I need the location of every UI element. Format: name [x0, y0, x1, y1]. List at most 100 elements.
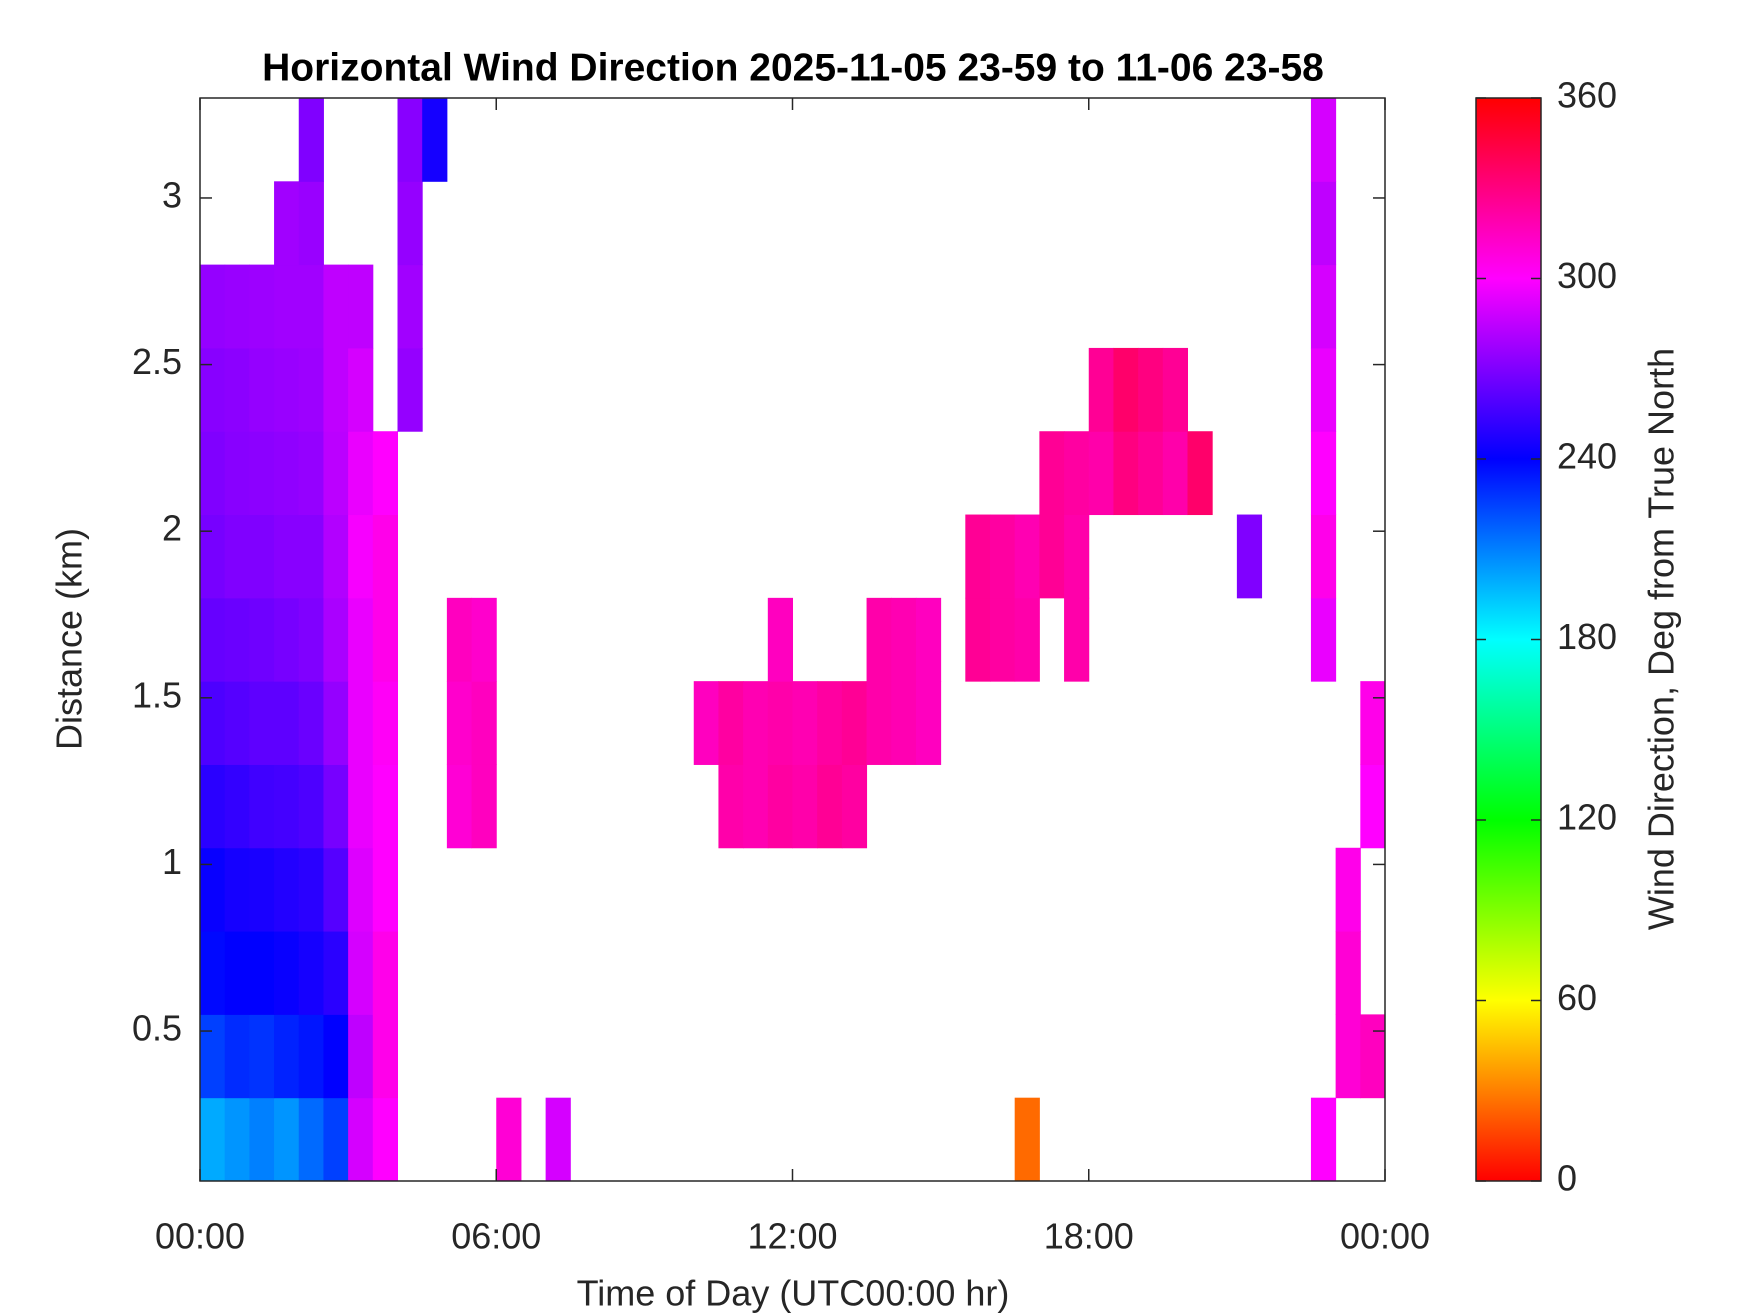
- heatmap-cell: [224, 431, 250, 516]
- heatmap-cell: [249, 764, 275, 849]
- heatmap-cell: [718, 681, 744, 765]
- heatmap-cell: [792, 681, 818, 765]
- heatmap-cell: [224, 514, 250, 599]
- x-tick-label: 06:00: [451, 1216, 541, 1257]
- heatmap-cell: [224, 347, 250, 432]
- heatmap-cell: [446, 681, 473, 765]
- heatmap-cell: [298, 98, 324, 182]
- heatmap-cell: [323, 681, 349, 765]
- heatmap-cell: [348, 1014, 374, 1099]
- heatmap-cell: [841, 764, 868, 849]
- heatmap-cell: [693, 681, 719, 765]
- heatmap-cell: [1360, 681, 1386, 765]
- y-axis-label: Distance (km): [49, 528, 90, 750]
- heatmap-cell: [891, 597, 917, 682]
- heatmap-cell: [545, 1097, 571, 1182]
- heatmap-cell: [298, 597, 324, 682]
- heatmap-cell: [990, 514, 1016, 599]
- heatmap-cell: [323, 931, 349, 1015]
- heatmap-cell: [224, 681, 250, 765]
- heatmap-cell: [298, 1014, 324, 1099]
- colorbar-label: Wind Direction, Deg from True North: [1641, 348, 1682, 930]
- heatmap-cell: [1064, 597, 1090, 682]
- colorbar: [1475, 97, 1542, 1182]
- heatmap-cell: [249, 681, 275, 765]
- heatmap-cell: [274, 597, 300, 682]
- heatmap-cell: [200, 264, 226, 349]
- heatmap-cell: [372, 847, 398, 932]
- heatmap-cell: [323, 764, 349, 849]
- heatmap-cell: [224, 264, 250, 349]
- heatmap-cell: [891, 681, 917, 765]
- heatmap-cell: [372, 931, 398, 1015]
- heatmap-cell: [249, 431, 275, 516]
- colorbar-tick-label: 60: [1557, 977, 1597, 1018]
- heatmap-cell: [298, 264, 324, 349]
- heatmap-cell: [298, 931, 324, 1015]
- heatmap-cell: [298, 847, 324, 932]
- heatmap-cell: [200, 1097, 226, 1182]
- heatmap-cell: [1335, 931, 1361, 1015]
- x-tick-label: 00:00: [155, 1216, 245, 1257]
- x-tick-label: 00:00: [1340, 1216, 1430, 1257]
- heatmap-cell: [372, 431, 398, 516]
- x-axis-label: Time of Day (UTC00:00 hr): [577, 1273, 1010, 1313]
- heatmap-cell: [348, 347, 374, 432]
- heatmap-cell: [1310, 514, 1337, 599]
- heatmap-cell: [1335, 847, 1361, 932]
- heatmap-cell: [1113, 431, 1139, 516]
- heatmap-cell: [348, 264, 374, 349]
- heatmap-cell: [866, 597, 892, 682]
- colorbar-tick-label: 300: [1557, 255, 1617, 296]
- heatmap-cell: [274, 681, 300, 765]
- heatmap-cell: [397, 181, 423, 266]
- heatmap-cell: [743, 764, 769, 849]
- heatmap-cell: [718, 764, 744, 849]
- heatmap-cell: [348, 931, 374, 1015]
- heatmap-cell: [1310, 264, 1337, 349]
- heatmap-cell: [422, 98, 448, 182]
- heatmap-cell: [1187, 431, 1213, 516]
- heatmap-cell: [1236, 514, 1263, 599]
- heatmap-cell: [323, 1014, 349, 1099]
- heatmap-cell: [397, 264, 423, 349]
- heatmap-cell: [817, 764, 843, 849]
- heatmap-cell: [298, 347, 324, 432]
- heatmap-cell: [965, 597, 991, 682]
- y-tick-label: 2: [162, 508, 182, 549]
- heatmap-cell: [274, 1097, 300, 1182]
- heatmap-cell: [274, 1014, 300, 1099]
- heatmap-cell: [496, 1097, 522, 1182]
- colorbar-tick-label: 0: [1557, 1158, 1577, 1199]
- heatmap-cell: [792, 764, 818, 849]
- heatmap-cell: [200, 681, 226, 765]
- y-tick-label: 3: [162, 174, 182, 215]
- y-tick-label: 0.5: [132, 1008, 182, 1049]
- heatmap-cell: [274, 514, 300, 599]
- heatmap-cell: [298, 431, 324, 516]
- heatmap-cell: [1014, 514, 1040, 599]
- heatmap-cell: [348, 514, 374, 599]
- chart-title: Horizontal Wind Direction 2025-11-05 23-…: [262, 46, 1324, 89]
- heatmap-cell: [224, 597, 250, 682]
- heatmap-cell: [1310, 347, 1337, 432]
- heatmap-cell: [224, 1097, 250, 1182]
- colorbar-tick-label: 120: [1557, 797, 1617, 838]
- heatmap-cell: [1360, 764, 1386, 849]
- heatmap-cell: [323, 847, 349, 932]
- heatmap-cell: [348, 847, 374, 932]
- heatmap-cell: [1088, 347, 1114, 432]
- heatmap-cell: [200, 347, 226, 432]
- heatmap-cell: [298, 181, 324, 266]
- heatmap-cell: [372, 681, 398, 765]
- heatmap-cell: [249, 1014, 275, 1099]
- heatmap-cell: [298, 681, 324, 765]
- heatmap-cell: [915, 597, 942, 682]
- heatmap-cell: [1162, 347, 1188, 432]
- heatmap-cell: [1039, 431, 1065, 516]
- x-tick-label: 12:00: [747, 1216, 837, 1257]
- heatmap-cell: [274, 931, 300, 1015]
- heatmap-cell: [1014, 1097, 1040, 1182]
- heatmap-cell: [1335, 1014, 1361, 1099]
